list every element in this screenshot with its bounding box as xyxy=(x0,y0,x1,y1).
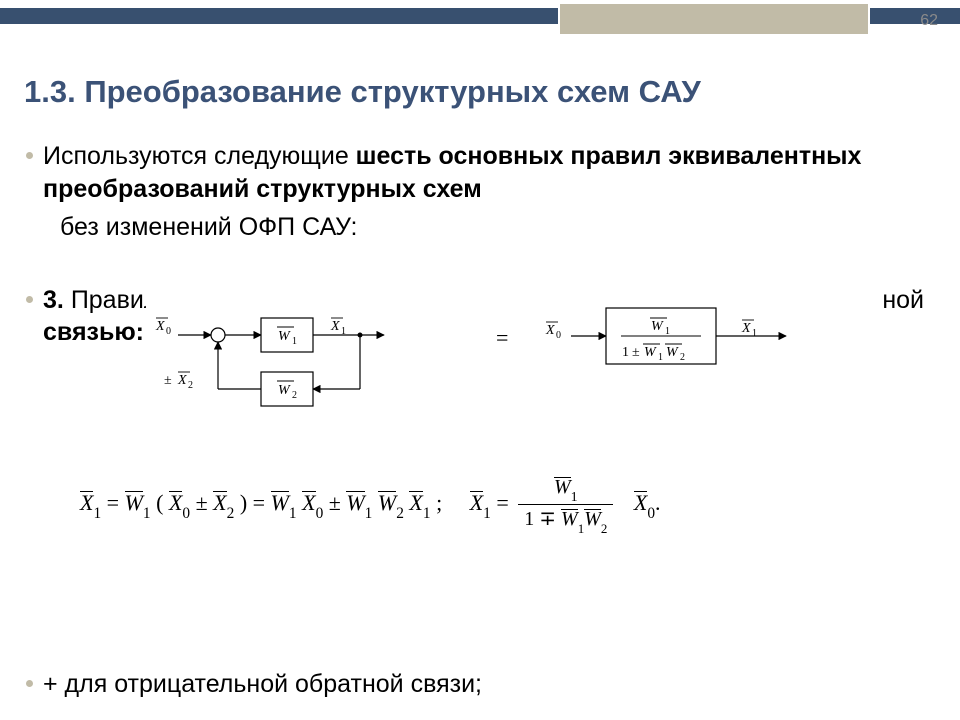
topbar-divider xyxy=(558,0,560,34)
f-pm2: ± xyxy=(329,490,347,515)
f-lp: ( xyxy=(156,490,163,515)
svg-text:1: 1 xyxy=(292,336,297,347)
footnote-text: + для отрицательной обратной связи; xyxy=(43,668,482,701)
f2-X0-sub: 0 xyxy=(647,505,655,522)
bullet-3-right-text: ной xyxy=(882,286,924,314)
feedback-diagram: = X0 xyxy=(146,280,846,470)
page-number: 62 xyxy=(920,12,938,30)
f-pm: ± xyxy=(196,490,214,515)
topbar-strip-light xyxy=(560,2,870,34)
svg-text:1: 1 xyxy=(341,326,346,337)
topbar-divider xyxy=(868,0,870,34)
bullet-1-text: Используются следующие шесть основных пр… xyxy=(43,140,934,205)
topbar-strip-dark-right xyxy=(870,8,960,24)
svg-text:X: X xyxy=(155,319,165,334)
top-bar xyxy=(0,0,960,44)
svg-text:2: 2 xyxy=(680,352,685,363)
f-X0: X xyxy=(169,490,182,516)
svg-text:X: X xyxy=(330,319,340,334)
svg-text:1: 1 xyxy=(622,345,629,360)
f-X2-sub: 2 xyxy=(227,505,235,522)
svg-text:1: 1 xyxy=(752,328,757,339)
f-X1b: X xyxy=(409,490,422,516)
equals-sign: = xyxy=(496,325,508,351)
svg-text:1: 1 xyxy=(658,352,663,363)
bullet-1: Используются следующие шесть основных пр… xyxy=(26,140,934,205)
slide: 62 1.3. Преобразование структурных схем … xyxy=(0,0,960,720)
rule-3-row: 3. Правил связью: ной = xyxy=(26,284,934,474)
svg-text:W: W xyxy=(651,319,664,334)
bullet-3-text: 3. Правил связью: xyxy=(43,284,158,349)
slide-title: 1.3. Преобразование структурных схем САУ xyxy=(24,74,701,110)
svg-text:0: 0 xyxy=(556,330,561,341)
f-X0b-sub: 0 xyxy=(316,505,324,522)
slide-body: Используются следующие шесть основных пр… xyxy=(26,140,934,474)
f-eq: = xyxy=(107,490,125,515)
f2-X1: X xyxy=(470,490,483,516)
bullet-dot-icon xyxy=(26,152,33,159)
svg-text:2: 2 xyxy=(292,390,297,401)
bullet-3: 3. Правил связью: xyxy=(26,284,158,349)
formula-row: X1 = W1 ( X0 ± X2 ) = W1 X0 ± W1 W2 X1 ;… xyxy=(80,475,900,535)
f-X2: X xyxy=(213,490,226,516)
f-W1c-sub: 1 xyxy=(365,505,373,522)
bullet-3-num: 3. xyxy=(43,286,64,314)
bullet-dot-icon xyxy=(26,296,33,303)
svg-text:±: ± xyxy=(632,345,640,360)
f-W1-sub: 1 xyxy=(143,505,151,522)
f-X1b-sub: 1 xyxy=(423,505,431,522)
topbar-strip-dark-left xyxy=(0,8,560,24)
svg-text:X: X xyxy=(545,323,555,338)
f-W1b-sub: 1 xyxy=(289,505,297,522)
svg-text:2: 2 xyxy=(188,380,193,391)
f-semi: ; xyxy=(436,490,448,515)
f-X1-sub: 1 xyxy=(93,505,101,522)
svg-text:±: ± xyxy=(164,373,172,388)
svg-text:W: W xyxy=(644,345,657,360)
f2-frac: W1 1 ∓ W1W2 xyxy=(518,475,613,535)
bullet-1-sub: без изменений ОФП САУ: xyxy=(60,211,934,244)
svg-text:1: 1 xyxy=(665,326,670,337)
f2-X0: X xyxy=(634,490,647,516)
f-W2: W xyxy=(378,490,396,516)
f-W2-sub: 2 xyxy=(396,505,404,522)
f2-num: W1 xyxy=(518,475,613,505)
svg-text:W: W xyxy=(278,383,291,398)
footnote-row: + для отрицательной обратной связи; xyxy=(26,668,934,707)
f-X0-sub: 0 xyxy=(182,505,190,522)
bullet-3-right-fragment: ной xyxy=(882,284,924,317)
f2-X1-sub: 1 xyxy=(483,505,491,522)
f-eq2: = xyxy=(253,490,271,515)
f2-dot: . xyxy=(655,490,661,515)
bullet-dot-icon xyxy=(26,680,33,687)
footnote-bullet: + для отрицательной обратной связи; xyxy=(26,668,934,701)
svg-text:X: X xyxy=(177,373,187,388)
f2-den: 1 ∓ W1W2 xyxy=(518,505,613,535)
f-W1c: W xyxy=(346,490,364,516)
svg-text:W: W xyxy=(278,329,291,344)
f-W1: W xyxy=(125,490,143,516)
f-rp: ) xyxy=(240,490,247,515)
svg-text:0: 0 xyxy=(166,326,171,337)
feedback-diagram-svg: X0 W1 X1 xyxy=(146,280,846,450)
bullet-1-prefix: Используются следующие xyxy=(43,142,356,170)
f-X1: X xyxy=(80,490,93,516)
f-X0b: X xyxy=(302,490,315,516)
svg-text:W: W xyxy=(666,345,679,360)
f-W1b: W xyxy=(271,490,289,516)
bullet-3-word2: связью: xyxy=(43,318,144,346)
f2-eq: = xyxy=(496,490,514,515)
svg-text:X: X xyxy=(741,321,751,336)
